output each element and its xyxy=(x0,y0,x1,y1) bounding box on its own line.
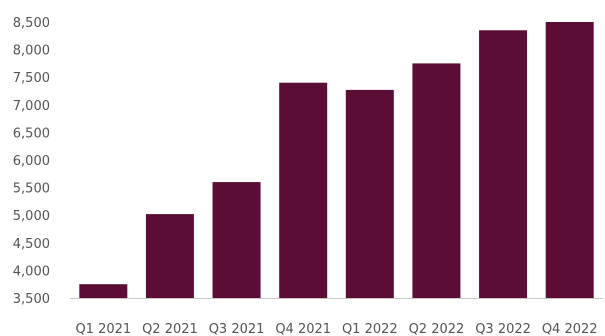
bar xyxy=(279,82,328,298)
bar xyxy=(212,182,261,298)
y-tick-label: 7,500 xyxy=(13,71,50,86)
y-tick-label: 6,000 xyxy=(13,154,50,169)
x-tick-label: Q1 2022 xyxy=(342,322,398,336)
x-axis-labels: Q1 2021 Q2 2021 Q3 2021 Q4 2021 Q1 2022 Q2 20… xyxy=(75,322,597,336)
x-tick-label: Q4 2021 xyxy=(275,322,331,336)
y-tick-label: 6,500 xyxy=(13,126,50,141)
y-tick-label: 5,500 xyxy=(13,182,50,197)
y-tick-label: 3,500 xyxy=(13,292,50,307)
bar xyxy=(345,89,394,298)
x-tick-label: Q3 2021 xyxy=(209,322,265,336)
x-tick-label: Q4 2022 xyxy=(542,322,598,336)
y-tick-label: 7,000 xyxy=(13,99,50,114)
bar xyxy=(412,63,461,299)
x-tick-label: Q1 2021 xyxy=(75,322,131,336)
bar xyxy=(479,30,528,299)
x-tick-label: Q3 2022 xyxy=(475,322,531,336)
y-tick-label: 8,000 xyxy=(13,44,50,59)
x-tick-label: Q2 2022 xyxy=(409,322,465,336)
y-tick-label: 4,500 xyxy=(13,237,50,252)
bars xyxy=(79,22,594,299)
y-tick-label: 5,000 xyxy=(13,209,50,224)
y-tick-label: 8,500 xyxy=(13,16,50,31)
y-axis-ticks: 3,500 4,000 4,500 5,000 5,500 6,000 6,500 7,000… xyxy=(13,16,50,307)
bar xyxy=(145,214,194,298)
bar xyxy=(79,284,128,298)
x-tick-label: Q2 2021 xyxy=(142,322,198,336)
bar xyxy=(545,22,594,298)
y-tick-label: 4,000 xyxy=(13,264,50,279)
